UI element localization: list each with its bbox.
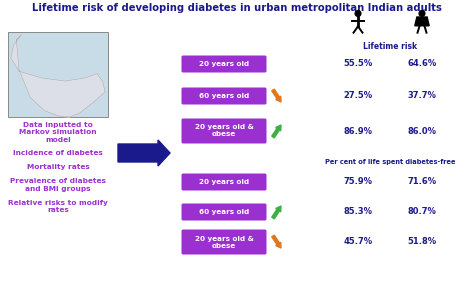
- Text: Relative risks to modify
rates: Relative risks to modify rates: [8, 200, 108, 213]
- Text: Data inputted to
Markov simulation
model: Data inputted to Markov simulation model: [19, 122, 97, 143]
- FancyBboxPatch shape: [8, 32, 108, 117]
- Polygon shape: [11, 34, 105, 117]
- Text: 20 years old &
obese: 20 years old & obese: [194, 235, 254, 249]
- FancyArrow shape: [272, 125, 281, 138]
- Circle shape: [355, 11, 361, 16]
- Text: 45.7%: 45.7%: [344, 238, 373, 246]
- Text: 20 years old: 20 years old: [199, 179, 249, 185]
- Text: 55.5%: 55.5%: [343, 59, 373, 68]
- FancyBboxPatch shape: [182, 229, 266, 255]
- FancyBboxPatch shape: [182, 55, 266, 72]
- Text: 37.7%: 37.7%: [408, 92, 437, 101]
- Text: Incidence of diabetes: Incidence of diabetes: [13, 150, 103, 156]
- FancyBboxPatch shape: [182, 88, 266, 104]
- Text: Lifetime risk: Lifetime risk: [363, 42, 417, 51]
- Text: 86.0%: 86.0%: [408, 126, 437, 135]
- Text: 27.5%: 27.5%: [344, 92, 373, 101]
- Text: Per cent of life spent diabetes-free: Per cent of life spent diabetes-free: [325, 159, 455, 165]
- Text: 20 years old &
obese: 20 years old & obese: [194, 124, 254, 137]
- FancyArrow shape: [272, 89, 281, 102]
- FancyBboxPatch shape: [182, 173, 266, 191]
- Polygon shape: [415, 17, 429, 26]
- Text: 85.3%: 85.3%: [344, 208, 373, 217]
- Text: 86.9%: 86.9%: [344, 126, 373, 135]
- Text: 20 years old: 20 years old: [199, 61, 249, 67]
- FancyArrow shape: [272, 235, 281, 248]
- Text: 80.7%: 80.7%: [408, 208, 437, 217]
- Text: 51.8%: 51.8%: [408, 238, 437, 246]
- Text: 75.9%: 75.9%: [344, 177, 373, 186]
- Circle shape: [419, 11, 425, 16]
- FancyBboxPatch shape: [182, 119, 266, 144]
- FancyArrow shape: [118, 140, 170, 166]
- FancyArrow shape: [272, 206, 281, 219]
- Text: 60 years old: 60 years old: [199, 209, 249, 215]
- Text: 64.6%: 64.6%: [407, 59, 437, 68]
- Text: Lifetime risk of developing diabetes in urban metropolitan Indian adults: Lifetime risk of developing diabetes in …: [32, 3, 442, 13]
- Text: Prevalence of diabetes
and BMI groups: Prevalence of diabetes and BMI groups: [10, 178, 106, 191]
- Text: 60 years old: 60 years old: [199, 93, 249, 99]
- FancyBboxPatch shape: [182, 204, 266, 220]
- Text: Mortality rates: Mortality rates: [27, 164, 90, 170]
- Text: 71.6%: 71.6%: [408, 177, 437, 186]
